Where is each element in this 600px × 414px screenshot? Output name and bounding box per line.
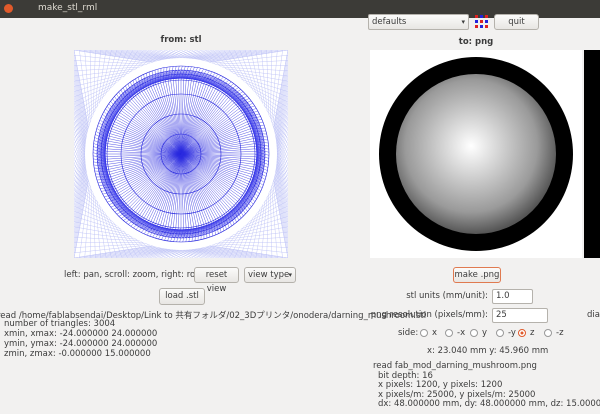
log-line: bit depth: 16 xyxy=(378,370,433,381)
view-hint: left: pan, scroll: zoom, right: rotate xyxy=(64,270,213,280)
side-option-label: y xyxy=(482,328,488,338)
color-icon[interactable] xyxy=(474,14,489,29)
side-label: side: xyxy=(398,328,419,338)
preset-text: defaults xyxy=(372,17,407,27)
log-line: read /home/fablabsendai/Desktop/Link to … xyxy=(0,311,427,321)
title-bar xyxy=(0,0,600,18)
side-option-label: -y xyxy=(508,328,516,338)
preset-select[interactable]: defaults ▾ xyxy=(368,14,469,30)
log-line: x pixels/m: 25000, y pixels/m: 25000 xyxy=(378,389,536,400)
view-type-select[interactable]: view type ▾ xyxy=(244,267,296,283)
log-line: read fab_mod_darning_mushroom.png xyxy=(373,361,537,371)
log-line: zmin, zmax: -0.000000 15.000000 xyxy=(4,349,151,359)
reset-view-button[interactable]: reset view xyxy=(194,267,239,294)
res-input[interactable]: 25 xyxy=(492,308,548,323)
side-radio[interactable] xyxy=(518,329,526,337)
cut-label: dia xyxy=(587,310,600,320)
size-readout: x: 23.040 mm y: 45.960 mm xyxy=(427,346,549,356)
load-stl-button[interactable]: load .stl xyxy=(159,288,205,305)
log-line: xmin, xmax: -24.000000 24.000000 xyxy=(4,329,158,339)
side-radio[interactable] xyxy=(496,329,504,337)
make-png-button[interactable]: make .png xyxy=(453,267,501,283)
res-label: png resolution (pixels/mm): xyxy=(370,310,488,320)
side-option-label: x xyxy=(432,328,438,338)
side-option-label: z xyxy=(530,328,535,338)
log-line: x pixels: 1200, y pixels: 1200 xyxy=(378,380,503,391)
left-heading: from: stl xyxy=(160,35,202,45)
log-line: number of triangles: 3004 xyxy=(4,319,116,329)
right-heading: to: png xyxy=(458,37,494,47)
side-option-label: -z xyxy=(556,328,564,338)
quit-button[interactable]: quit xyxy=(494,14,539,30)
next-view-edge xyxy=(584,50,600,258)
png-view xyxy=(370,50,582,258)
log-line: dx: 48.000000 mm, dy: 48.000000 mm, dz: … xyxy=(378,399,600,410)
side-radio[interactable] xyxy=(470,329,478,337)
units-label: stl units (mm/unit): xyxy=(406,291,488,301)
log-line: ymin, ymax: -24.000000 24.000000 xyxy=(4,339,158,349)
units-input[interactable]: 1.0 xyxy=(492,289,533,304)
view-type-text: view type xyxy=(248,270,290,280)
side-radio[interactable] xyxy=(445,329,453,337)
window-title: make_stl_rml xyxy=(38,3,98,13)
stl-view[interactable] xyxy=(74,50,288,258)
close-button[interactable] xyxy=(4,4,13,13)
side-option-label: -x xyxy=(457,328,466,338)
side-radio[interactable] xyxy=(544,329,552,337)
side-radio[interactable] xyxy=(420,329,428,337)
